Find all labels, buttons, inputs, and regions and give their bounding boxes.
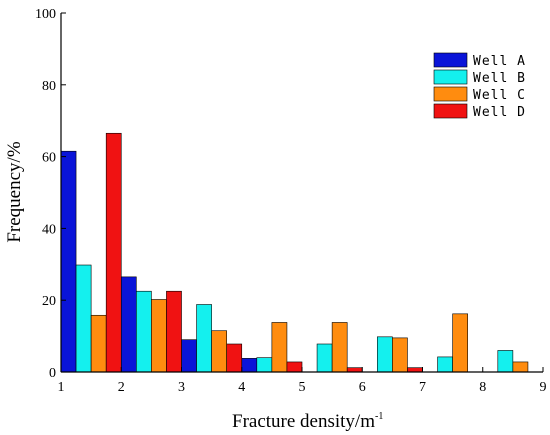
bar-well-d-2-3 bbox=[166, 290, 182, 373]
bar-well-c-7-8 bbox=[452, 313, 468, 373]
x-tick-label-2: 2 bbox=[118, 380, 125, 395]
bar-well-b-8-9 bbox=[497, 350, 514, 373]
x-axis-title-unit: m bbox=[360, 411, 375, 432]
x-tick-label-5: 5 bbox=[299, 380, 306, 395]
bar-well-a-1-2 bbox=[60, 150, 77, 373]
bar-well-b-4-5 bbox=[256, 357, 273, 373]
x-tick-label-9: 9 bbox=[540, 380, 547, 395]
legend-swatch-well-a bbox=[433, 52, 468, 68]
legend-label-well-c: Well C bbox=[473, 88, 526, 103]
bar-well-b-2-3 bbox=[136, 290, 152, 373]
bar-well-c-4-5 bbox=[271, 322, 288, 373]
x-axis-title-unit-exp: -1 bbox=[375, 411, 383, 422]
x-tick-label-8: 8 bbox=[479, 380, 486, 395]
legend-swatch-well-b bbox=[433, 69, 468, 85]
bar-well-c-8-9 bbox=[512, 361, 529, 373]
legend-label-well-d: Well D bbox=[473, 105, 526, 120]
bar-well-c-6-7 bbox=[392, 337, 408, 373]
bar-well-b-1-2 bbox=[75, 264, 92, 373]
legend-label-well-b: Well B bbox=[473, 71, 526, 86]
bar-well-c-1-2 bbox=[90, 314, 107, 373]
x-axis-title-main: Fracture density/ bbox=[232, 411, 361, 432]
x-tick-label-3: 3 bbox=[178, 380, 185, 395]
legend: Well A Well B Well C Well D bbox=[433, 52, 526, 120]
x-tick-label-7: 7 bbox=[419, 380, 426, 395]
bar-well-b-5-6 bbox=[316, 343, 333, 373]
x-tick-label-1: 1 bbox=[58, 380, 65, 395]
y-tick-label-20: 20 bbox=[42, 294, 56, 309]
ticks-layer: 0 20 40 60 80 100 1 2 3 4 5 6 7 8 9 bbox=[35, 7, 547, 395]
bar-well-d-4-5 bbox=[286, 361, 303, 373]
y-tick-label-100: 100 bbox=[35, 7, 56, 22]
bar-well-b-7-8 bbox=[437, 356, 453, 373]
bar-well-b-3-4 bbox=[196, 304, 212, 373]
bar-well-c-3-4 bbox=[211, 330, 227, 373]
y-tick-label-60: 60 bbox=[42, 151, 56, 166]
legend-swatch-well-c bbox=[433, 86, 468, 102]
y-tick-label-80: 80 bbox=[42, 79, 56, 94]
y-tick-label-40: 40 bbox=[42, 222, 56, 237]
legend-label-well-a: Well A bbox=[473, 54, 526, 69]
bar-well-a-2-3 bbox=[120, 276, 137, 373]
legend-swatch-well-d bbox=[433, 103, 468, 119]
bar-well-a-4-5 bbox=[241, 358, 258, 373]
bar-well-d-1-2 bbox=[105, 132, 122, 373]
bar-well-d-3-4 bbox=[226, 343, 243, 373]
bar-well-c-5-6 bbox=[331, 322, 348, 373]
bar-well-b-6-7 bbox=[377, 336, 393, 373]
bar-well-c-2-3 bbox=[151, 299, 167, 373]
bar-well-d-6-7 bbox=[407, 367, 423, 373]
bars-layer bbox=[60, 132, 529, 373]
bar-well-d-5-6 bbox=[346, 367, 363, 373]
y-axis-title: Frequency/% bbox=[4, 141, 25, 242]
x-tick-label-6: 6 bbox=[359, 380, 366, 395]
y-tick-label-0: 0 bbox=[49, 366, 56, 381]
x-axis-title: Fracture density/m-1 bbox=[232, 411, 383, 432]
x-tick-label-4: 4 bbox=[238, 380, 245, 395]
bar-well-a-3-4 bbox=[181, 339, 197, 373]
